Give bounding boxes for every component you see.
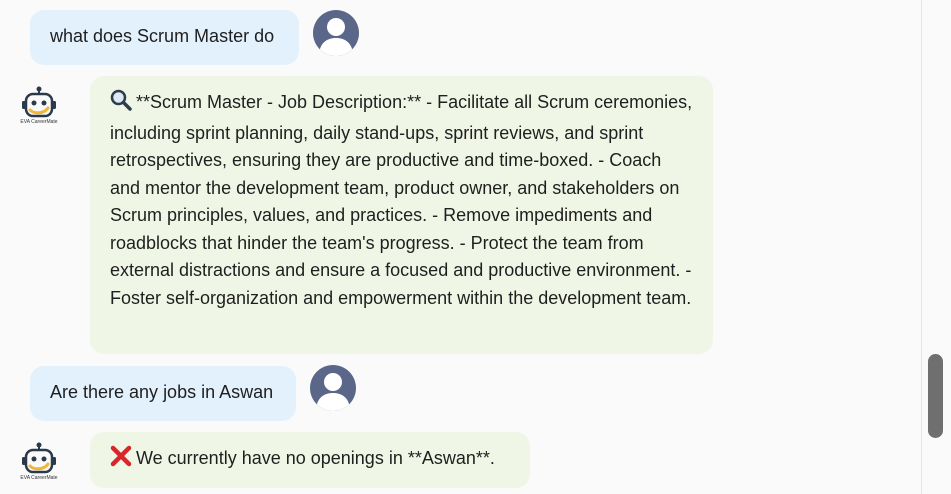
bot-logo-text: EVA CareerMate bbox=[20, 475, 58, 481]
bot-logo-text: EVA CareerMate bbox=[20, 119, 58, 125]
user-avatar-icon bbox=[316, 373, 350, 411]
user-message-text: what does Scrum Master do bbox=[50, 26, 275, 46]
bot-message-text: **Scrum Master - Job Description:** - Fa… bbox=[110, 92, 693, 308]
user-avatar-icon bbox=[319, 18, 353, 56]
bot-message-text: We currently have no openings in **Aswan… bbox=[136, 448, 495, 468]
robot-icon bbox=[22, 86, 56, 118]
cross-mark-icon bbox=[110, 445, 132, 476]
user-message-text: Are there any jobs in Aswan bbox=[50, 382, 274, 402]
user-message: what does Scrum Master do bbox=[30, 10, 299, 65]
bot-message: **Scrum Master - Job Description:** - Fa… bbox=[90, 76, 713, 354]
user-avatar bbox=[313, 10, 359, 56]
scrollbar-thumb[interactable] bbox=[928, 354, 943, 438]
magnifier-icon bbox=[110, 89, 132, 120]
bot-avatar: EVA CareerMate bbox=[19, 442, 59, 490]
bot-message: We currently have no openings in **Aswan… bbox=[90, 432, 530, 488]
bot-avatar: EVA CareerMate bbox=[19, 86, 59, 134]
user-avatar bbox=[310, 365, 356, 411]
robot-icon bbox=[22, 442, 56, 474]
user-message: Are there any jobs in Aswan bbox=[30, 366, 296, 421]
content-edge bbox=[921, 0, 922, 494]
